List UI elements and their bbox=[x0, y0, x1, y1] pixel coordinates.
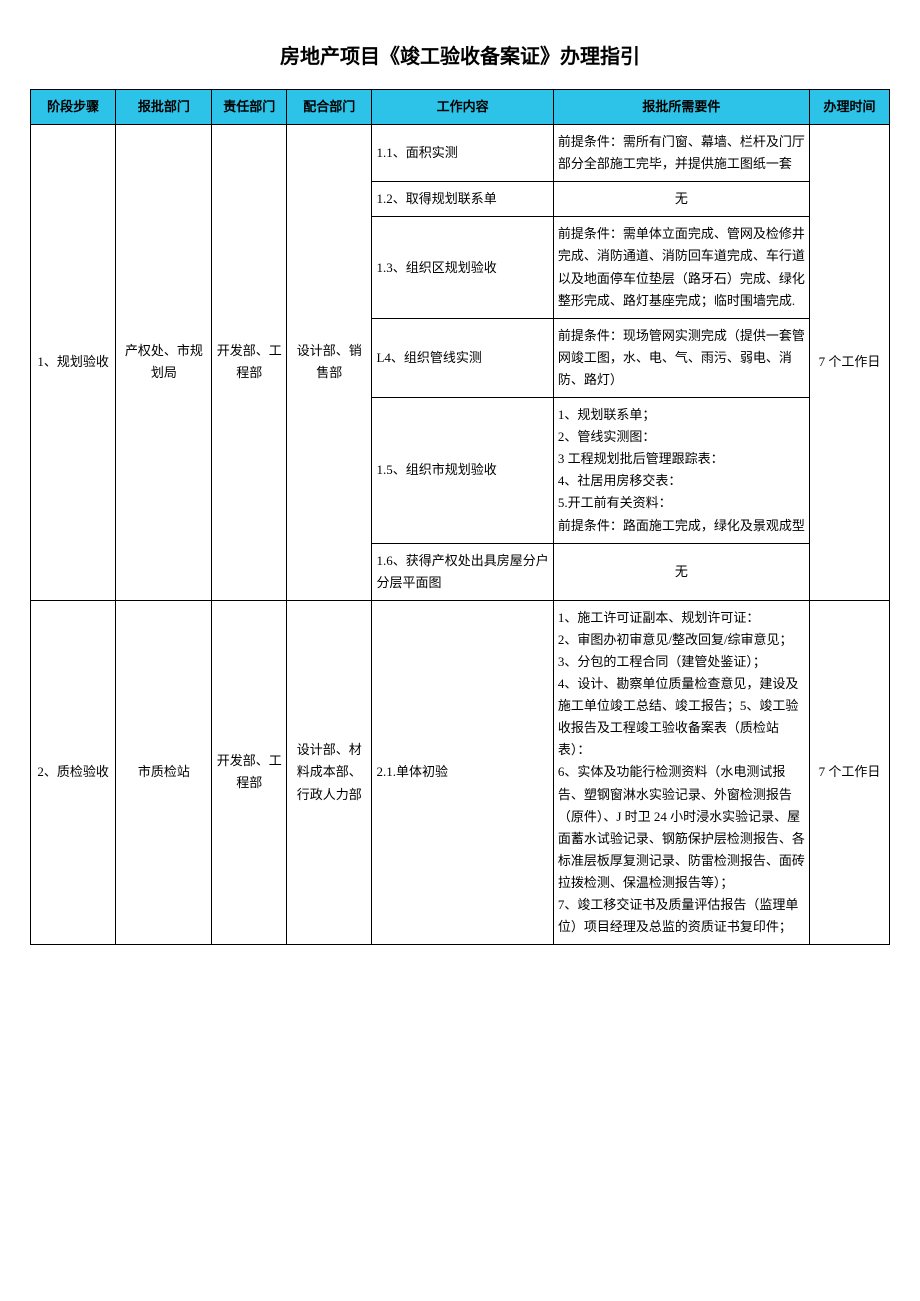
cell-requirements: 无 bbox=[553, 543, 809, 600]
cell-stage: 2、质检验收 bbox=[31, 600, 116, 944]
cell-requirements: 1、施工许可证副本、规划许可证： 2、审图办初审意见/整改回复/综审意见； 3、… bbox=[553, 600, 809, 944]
cell-requirements: 前提条件：需所有门窗、幕墙、栏杆及门厅部分全部施工完毕，并提供施工图纸一套 bbox=[553, 125, 809, 182]
cell-requirements: 1、规划联系单； 2、管线实测图： 3 工程规划批后管理跟踪表： 4、社居用房移… bbox=[553, 398, 809, 544]
header-dept-cooperate: 配合部门 bbox=[287, 90, 372, 125]
cell-dept-responsible: 开发部、工程部 bbox=[212, 125, 287, 601]
cell-duration: 7 个工作日 bbox=[809, 125, 889, 601]
cell-work-content: 1.2、取得规划联系单 bbox=[372, 182, 553, 217]
page-title: 房地产项目《竣工验收备案证》办理指引 bbox=[30, 40, 890, 69]
cell-work-content: 1.5、组织市规划验收 bbox=[372, 398, 553, 544]
cell-duration: 7 个工作日 bbox=[809, 600, 889, 944]
cell-stage: 1、规划验收 bbox=[31, 125, 116, 601]
cell-requirements: 前提条件：需单体立面完成、管网及检修井完成、消防通道、消防回车道完成、车行道以及… bbox=[553, 217, 809, 318]
header-duration: 办理时间 bbox=[809, 90, 889, 125]
cell-dept-cooperate: 设计部、销售部 bbox=[287, 125, 372, 601]
table-row: 1、规划验收产权处、市规划局开发部、工程部设计部、销售部1.1、面积实测前提条件… bbox=[31, 125, 890, 182]
table-body: 1、规划验收产权处、市规划局开发部、工程部设计部、销售部1.1、面积实测前提条件… bbox=[31, 125, 890, 945]
cell-requirements: 无 bbox=[553, 182, 809, 217]
header-dept-approve: 报批部门 bbox=[116, 90, 212, 125]
cell-dept-responsible: 开发部、工程部 bbox=[212, 600, 287, 944]
cell-requirements: 前提条件：现场管网实测完成（提供一套管网竣工图，水、电、气、雨污、弱电、消防、路… bbox=[553, 318, 809, 397]
cell-work-content: L4、组织管线实测 bbox=[372, 318, 553, 397]
cell-dept-cooperate: 设计部、材料成本部、行政人力部 bbox=[287, 600, 372, 944]
header-dept-responsible: 责任部门 bbox=[212, 90, 287, 125]
header-work-content: 工作内容 bbox=[372, 90, 553, 125]
cell-work-content: 1.1、面积实测 bbox=[372, 125, 553, 182]
cell-dept-approve: 产权处、市规划局 bbox=[116, 125, 212, 601]
cell-dept-approve: 市质检站 bbox=[116, 600, 212, 944]
cell-work-content: 2.1.单体初验 bbox=[372, 600, 553, 944]
cell-work-content: 1.3、组织区规划验收 bbox=[372, 217, 553, 318]
table-header-row: 阶段步骤 报批部门 责任部门 配合部门 工作内容 报批所需要件 办理时间 bbox=[31, 90, 890, 125]
header-requirements: 报批所需要件 bbox=[553, 90, 809, 125]
header-stage: 阶段步骤 bbox=[31, 90, 116, 125]
table-row: 2、质检验收市质检站开发部、工程部设计部、材料成本部、行政人力部2.1.单体初验… bbox=[31, 600, 890, 944]
cell-work-content: 1.6、获得产权处出具房屋分户分层平面图 bbox=[372, 543, 553, 600]
guide-table: 阶段步骤 报批部门 责任部门 配合部门 工作内容 报批所需要件 办理时间 1、规… bbox=[30, 89, 890, 945]
